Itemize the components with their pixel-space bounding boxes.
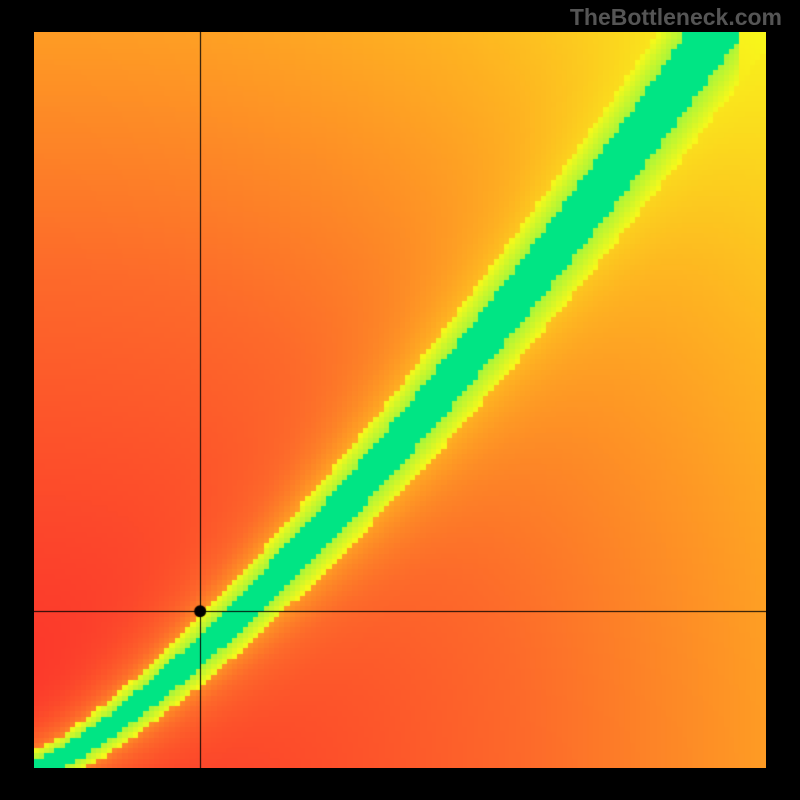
chart-frame: TheBottleneck.com: [0, 0, 800, 800]
heatmap-canvas: [34, 32, 766, 768]
heatmap-plot: [34, 32, 766, 768]
watermark-text: TheBottleneck.com: [570, 4, 782, 31]
